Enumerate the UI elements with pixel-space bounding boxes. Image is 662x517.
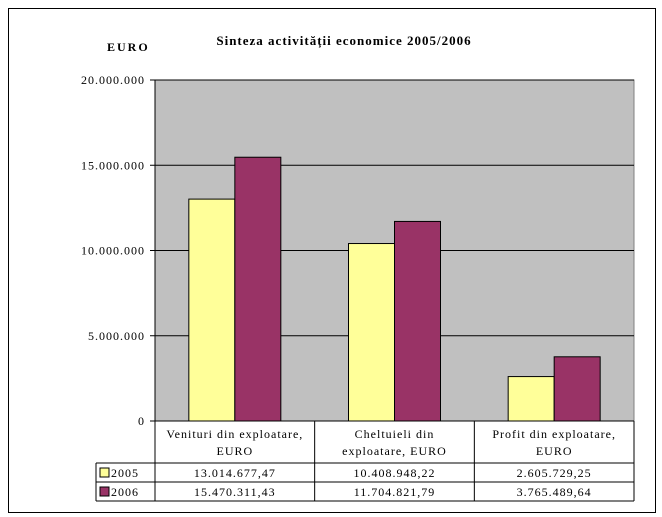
category-label: Venituri din exploatare, (166, 427, 303, 441)
legend-label: 2005 (111, 466, 139, 480)
y-axis-label: EURO (107, 40, 150, 54)
data-label: 15.470.311,43 (194, 485, 276, 499)
bar-2005-1 (348, 243, 395, 422)
category-label: Cheltuieli din (355, 427, 435, 441)
chart-frame (8, 8, 656, 513)
category-label: EURO (216, 444, 253, 458)
data-label: 2.605.729,25 (517, 466, 592, 480)
category-label: exploatare, EURO (342, 444, 447, 458)
y-tick-label: 5.000.000 (88, 329, 145, 343)
category-label: EURO (536, 444, 573, 458)
data-label: 11.704.821,79 (354, 485, 436, 499)
bar-2005-0 (188, 198, 236, 422)
legend-label: 2006 (111, 485, 139, 499)
category-label: Profit din exploatare, (492, 427, 616, 441)
y-tick-label: 20.000.000 (81, 73, 145, 87)
y-tick-label: 10.000.000 (81, 244, 145, 258)
data-label: 3.765.489,64 (517, 485, 592, 499)
legend-key-2005 (99, 467, 110, 478)
bar-2006-2 (553, 356, 601, 422)
bar-2005-2 (507, 376, 555, 422)
data-label: 10.408.948,22 (354, 466, 436, 480)
bar-2006-0 (234, 156, 282, 422)
y-tick-label: 0 (138, 414, 145, 428)
legend-key-2006 (99, 486, 110, 497)
data-label: 13.014.677,47 (194, 466, 276, 480)
y-tick-label: 15.000.000 (81, 158, 145, 172)
chart-title: Sinteza activității economice 2005/2006 (216, 33, 471, 49)
bar-2006-1 (394, 220, 441, 422)
